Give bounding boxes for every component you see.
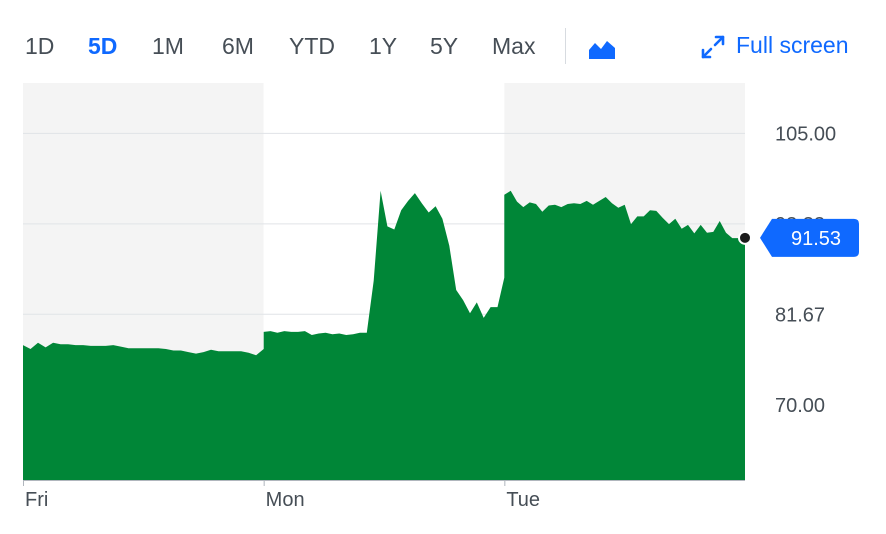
range-1y[interactable]: 1Y xyxy=(369,33,398,59)
range-1d[interactable]: 1D xyxy=(25,33,55,59)
range-6m[interactable]: 6M xyxy=(222,33,254,59)
range-5y[interactable]: 5Y xyxy=(430,33,459,59)
range-ytd[interactable]: YTD xyxy=(289,33,335,59)
current-price-marker: 91.53 xyxy=(738,218,859,257)
toolbar-divider xyxy=(565,28,566,64)
y-tick-label: 81.67 xyxy=(775,304,825,326)
range-max[interactable]: Max xyxy=(492,33,536,59)
price-tag-shape xyxy=(760,218,859,257)
x-axis: Fri Mon Tue xyxy=(23,480,745,511)
x-tick-label: Tue xyxy=(506,489,540,511)
expand-arrows-icon xyxy=(701,35,725,59)
current-price-label: 91.53 xyxy=(791,228,841,250)
area-chart-icon[interactable] xyxy=(588,38,616,60)
fullscreen-label: Full screen xyxy=(736,32,849,58)
current-price-tag: 91.53 xyxy=(760,218,859,257)
y-tick-label: 105.00 xyxy=(775,123,836,145)
chart-toolbar: 1D 5D 1M 6M YTD 1Y 5Y Max Full screen xyxy=(0,0,886,80)
range-5d[interactable]: 5D xyxy=(88,33,118,59)
x-tick-label: Mon xyxy=(266,489,305,511)
y-tick-label: 70.00 xyxy=(775,395,825,417)
price-area xyxy=(23,190,745,481)
current-price-dot xyxy=(738,230,752,245)
x-tick-label: Fri xyxy=(25,489,48,511)
range-1m[interactable]: 1M xyxy=(152,33,184,59)
